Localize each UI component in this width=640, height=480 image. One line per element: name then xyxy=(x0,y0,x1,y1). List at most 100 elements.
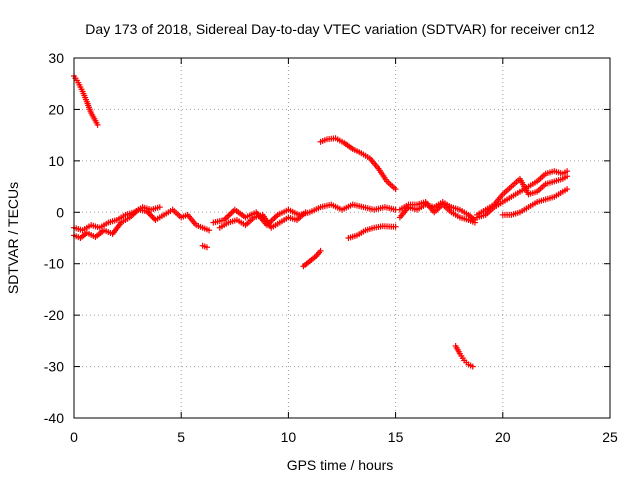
data-point xyxy=(516,175,531,196)
data-point xyxy=(231,206,247,220)
series-arc-15 xyxy=(499,186,571,218)
series-arc-11 xyxy=(396,199,478,226)
data-point xyxy=(203,244,210,251)
data-point xyxy=(206,227,213,234)
x-tick-label: 15 xyxy=(388,429,404,445)
data-point xyxy=(384,178,397,191)
data-point xyxy=(525,200,538,211)
data-point xyxy=(88,222,101,231)
data-point xyxy=(396,205,411,221)
data-point xyxy=(448,209,461,220)
data-point xyxy=(285,214,298,223)
data-point xyxy=(371,204,386,213)
data-point xyxy=(210,217,225,226)
data-point xyxy=(88,110,98,122)
data-point xyxy=(105,217,118,226)
data-point xyxy=(360,204,376,213)
data-point xyxy=(491,193,505,208)
data-point xyxy=(306,254,318,265)
data-point xyxy=(259,211,274,229)
y-tick-label: 20 xyxy=(48,101,64,117)
data-point xyxy=(439,201,453,214)
data-point xyxy=(79,88,90,103)
data-point xyxy=(199,224,210,233)
series-arc-14 xyxy=(474,173,571,218)
x-axis-label: GPS time / hours xyxy=(287,457,394,473)
series-arc-9 xyxy=(345,223,399,241)
data-point xyxy=(392,223,399,230)
data-point xyxy=(564,168,571,175)
data-point xyxy=(302,209,309,216)
data-point xyxy=(508,209,521,218)
chart-title: Day 173 of 2018, Sidereal Day-to-day VTE… xyxy=(85,21,595,37)
data-point xyxy=(225,217,238,226)
data-point xyxy=(323,135,337,143)
series-arc-4 xyxy=(199,242,210,251)
data-point xyxy=(317,247,324,254)
data-point xyxy=(499,195,513,205)
data-point xyxy=(75,79,85,93)
data-point xyxy=(559,169,568,177)
data-point xyxy=(94,121,101,128)
x-axis-ticks: 0 5 10 15 20 25 xyxy=(70,58,618,445)
series-arc-8 xyxy=(317,135,399,193)
y-axis-ticks: 30 20 10 0 -10 -20 -30 -40 xyxy=(44,50,610,426)
data-point xyxy=(448,204,461,213)
y-tick-label: -20 xyxy=(44,307,64,323)
x-tick-label: 5 xyxy=(177,429,185,445)
grid-lines xyxy=(74,58,610,418)
data-point xyxy=(371,223,384,231)
data-point xyxy=(551,190,564,200)
data-point xyxy=(349,201,365,210)
data-point xyxy=(551,168,564,177)
series-arc-6 xyxy=(216,209,309,231)
data-point xyxy=(469,363,476,370)
series-arc-3 xyxy=(71,204,163,234)
data-point xyxy=(482,205,496,218)
data-point xyxy=(345,233,358,241)
data-point xyxy=(349,146,363,156)
data-point xyxy=(83,98,94,115)
data-point xyxy=(156,204,163,211)
data-point xyxy=(317,137,328,145)
data-point xyxy=(422,199,436,214)
plot-frame xyxy=(73,57,611,419)
data-point xyxy=(274,207,290,218)
data-point xyxy=(328,201,343,212)
data-point xyxy=(542,194,556,203)
data-point xyxy=(178,212,189,221)
x-tick-label: 10 xyxy=(281,429,297,445)
y-tick-label: -40 xyxy=(44,410,64,426)
data-point xyxy=(375,165,389,183)
data-point xyxy=(471,219,478,226)
series-arc-12 xyxy=(452,343,476,370)
data-point xyxy=(381,204,397,213)
data-point xyxy=(362,225,376,234)
data-point xyxy=(551,176,564,185)
data-point xyxy=(317,202,333,211)
data-point xyxy=(109,221,123,237)
y-tick-label: -30 xyxy=(44,359,64,375)
data-point xyxy=(392,186,399,193)
data-point xyxy=(354,228,367,239)
data-point xyxy=(276,215,290,226)
data-point xyxy=(564,186,571,193)
y-tick-label: 30 xyxy=(48,50,64,66)
data-point xyxy=(564,173,571,180)
data-point xyxy=(482,202,496,213)
x-tick-label: 20 xyxy=(495,429,511,445)
data-point xyxy=(113,213,127,223)
data-point xyxy=(131,205,144,216)
data-point xyxy=(268,220,281,231)
data-point xyxy=(341,139,355,151)
series-arc-5 xyxy=(210,201,399,229)
series-arc-1 xyxy=(71,73,101,128)
data-point xyxy=(525,189,538,198)
y-tick-label: -10 xyxy=(44,256,64,272)
data-point xyxy=(358,150,371,160)
data-point xyxy=(366,155,381,170)
data-point xyxy=(508,190,521,200)
data-point xyxy=(285,206,300,217)
data-point xyxy=(161,208,174,218)
y-tick-label: 10 xyxy=(48,153,64,169)
